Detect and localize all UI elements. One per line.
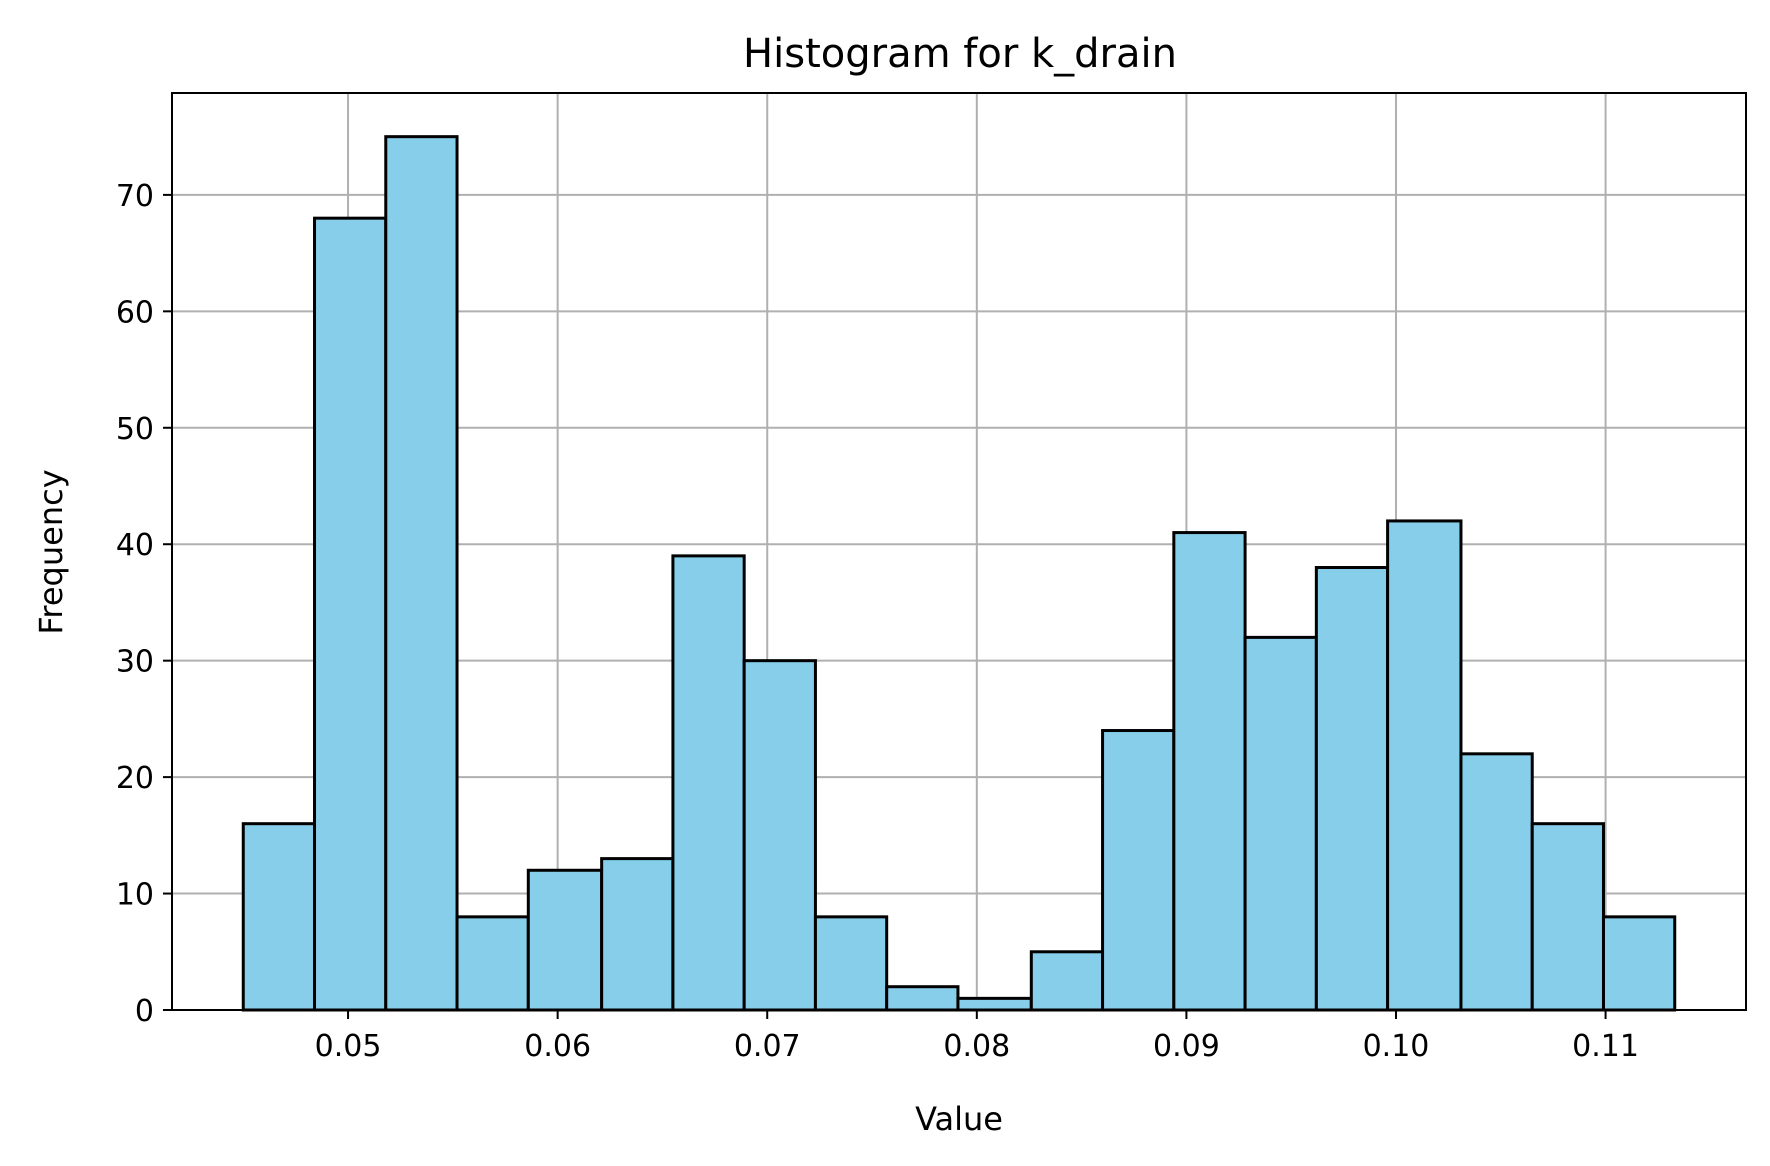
histogram-bar (1029, 950, 1105, 1012)
histogram-bar (742, 659, 817, 1012)
chart-title: Histogram for k_drain (743, 31, 1177, 77)
histogram-bar (1530, 822, 1605, 1012)
histogram-bar (384, 135, 459, 1012)
y-tick-label: 50 (116, 412, 154, 447)
y-axis-ticks: 0 10 20 30 40 50 60 70 (116, 179, 172, 1029)
x-tick-label: 0.06 (524, 1029, 591, 1064)
x-tick-label: 0.05 (315, 1029, 382, 1064)
histogram-bar (1172, 531, 1247, 1012)
histogram-bar (1601, 915, 1677, 1012)
x-tick-label: 0.10 (1363, 1029, 1430, 1064)
y-tick-label: 70 (116, 179, 154, 214)
x-tick-label: 0.11 (1572, 1029, 1639, 1064)
x-axis-ticks: 0.05 0.06 0.07 0.08 0.09 0.10 0.11 (315, 1010, 1639, 1064)
y-tick-label: 30 (116, 645, 154, 680)
y-tick-label: 60 (116, 295, 154, 330)
x-axis-label: Value (915, 1100, 1003, 1138)
histogram-bar (956, 996, 1033, 1012)
y-tick-label: 20 (116, 761, 154, 796)
y-tick-label: 10 (116, 878, 154, 913)
histogram-bar (1386, 519, 1463, 1012)
histogram-bar (1314, 566, 1390, 1012)
histogram-bars (241, 135, 1677, 1012)
histogram-bar (671, 554, 746, 1012)
y-axis-label: Frequency (32, 469, 70, 634)
histogram-bar (241, 822, 317, 1012)
plot-area-frame (171, 92, 1747, 1011)
histogram-bar (885, 985, 960, 1012)
x-tick-label: 0.09 (1153, 1029, 1220, 1064)
histogram-bar (813, 915, 889, 1012)
histogram-bar (1101, 729, 1176, 1012)
histogram-bar (1243, 635, 1318, 1012)
histogram-bar (526, 868, 604, 1012)
histogram-bar (455, 915, 530, 1012)
histogram-bar (313, 216, 388, 1012)
x-tick-label: 0.08 (943, 1029, 1010, 1064)
y-tick-label: 40 (116, 528, 154, 563)
y-tick-label: 0 (135, 994, 154, 1029)
histogram-bar (1459, 752, 1534, 1012)
histogram-bar (600, 857, 675, 1012)
x-tick-label: 0.07 (734, 1029, 801, 1064)
